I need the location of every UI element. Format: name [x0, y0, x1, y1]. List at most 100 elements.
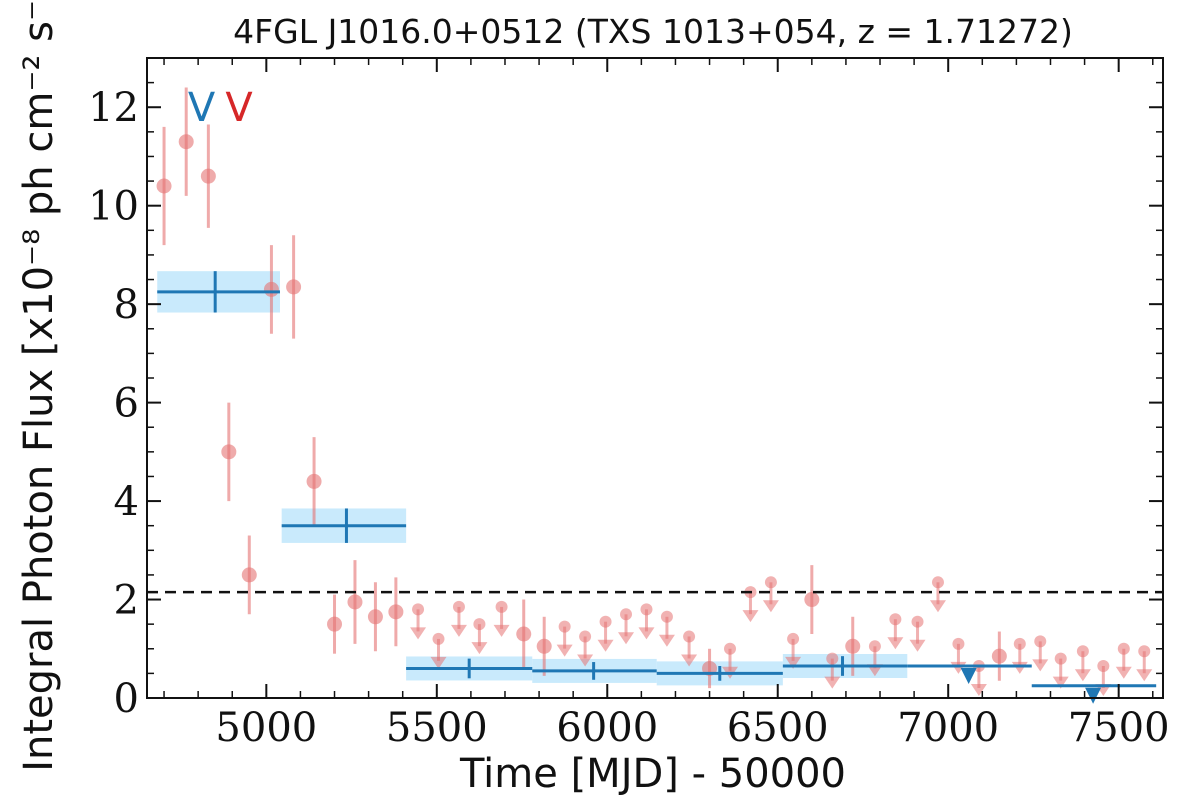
upper-limit-marker	[826, 652, 839, 665]
monthly-upper-limit	[493, 600, 510, 637]
down-arrow-icon	[1115, 666, 1132, 679]
monthly-detection-marker	[221, 444, 237, 460]
upper-limit-marker	[599, 615, 612, 628]
monthly-detection-marker	[845, 638, 861, 654]
y-axis-label: Integral Photon Flux [x10⁻⁸ ph cm⁻² s⁻¹]	[16, 0, 62, 772]
monthly-upper-limit	[1032, 635, 1049, 672]
monthly-upper-limit	[929, 576, 946, 613]
upper-limit-marker	[764, 576, 777, 589]
monthly-upper-limit	[618, 608, 635, 645]
down-arrow-icon	[785, 656, 802, 669]
x-axis-label: Time [MJD] - 50000	[459, 751, 846, 797]
monthly-upper-limit	[742, 586, 759, 623]
upper-limit-marker	[1117, 642, 1130, 655]
down-arrow-icon	[1085, 687, 1102, 704]
upper-limit-marker	[432, 632, 445, 645]
upper-limit-marker	[889, 613, 902, 626]
down-arrow-icon	[577, 654, 594, 667]
binned-detection-point	[157, 271, 280, 313]
y-tick-label: 2	[114, 578, 139, 624]
upper-limit-marker	[495, 600, 508, 613]
monthly-detection-marker	[286, 279, 302, 295]
monthly-detection-point	[263, 245, 279, 334]
monthly-upper-limit	[658, 610, 675, 647]
monthly-detection-marker	[241, 567, 257, 583]
down-arrow-icon	[430, 656, 447, 669]
down-arrow-icon	[929, 600, 946, 613]
x-tick-label: 6500	[727, 705, 829, 751]
monthly-detection-point	[286, 235, 302, 339]
monthly-upper-limit	[450, 600, 467, 637]
monthly-detection-marker	[388, 604, 404, 620]
upper-limit-marker	[640, 603, 653, 616]
y-tick-label: 8	[114, 282, 139, 328]
monthly-upper-limit	[762, 576, 779, 613]
monthly-detection-marker	[347, 594, 363, 610]
monthly-detection-point	[156, 126, 172, 246]
monthly-detection-point	[536, 616, 552, 676]
monthly-upper-limit	[909, 615, 926, 652]
upper-limit-marker	[660, 610, 673, 623]
monthly-detection-marker	[263, 281, 279, 297]
upper-limit-marker	[412, 603, 425, 616]
monthly-detection-point	[306, 437, 322, 526]
monthly-upper-limit	[410, 603, 427, 640]
upper-limit-marker	[1034, 635, 1047, 648]
y-tick-label: 12	[88, 85, 139, 131]
down-arrow-icon	[638, 627, 655, 640]
down-arrow-icon	[970, 684, 987, 696]
upper-limit-marker	[1076, 645, 1089, 658]
x-tick-label: 6000	[556, 705, 658, 751]
monthly-detection-point	[388, 577, 404, 647]
down-arrow-icon	[681, 654, 698, 667]
monthly-detection-marker	[367, 609, 383, 625]
monthly-upper-limit	[471, 618, 488, 655]
down-arrow-icon	[887, 637, 904, 650]
upper-limit-marker	[952, 637, 965, 650]
x-tick-label: 5000	[215, 705, 317, 751]
monthly-detection-marker	[536, 638, 552, 654]
monthly-detection-marker	[156, 178, 172, 194]
binned-upper-limit	[1031, 684, 1157, 704]
monthly-detection-point	[347, 560, 363, 644]
upper-limit-marker	[683, 630, 696, 643]
upper-limit-marker	[1054, 652, 1067, 665]
monthly-detection-point	[327, 594, 343, 654]
down-arrow-icon	[493, 624, 510, 637]
binned-detection-point	[656, 666, 783, 681]
monthly-upper-limit	[1074, 645, 1091, 682]
monthly-detection-marker	[516, 626, 532, 642]
monthly-detection-marker	[804, 592, 820, 608]
down-arrow-icon	[960, 668, 977, 684]
monthly-upper-limit	[638, 603, 655, 640]
monthly-detection-point	[804, 565, 820, 634]
y-tick-label: 4	[114, 479, 139, 525]
binned-detection-point	[782, 656, 908, 676]
x-tick-label: 5500	[386, 705, 488, 751]
monthly-detection-point	[991, 631, 1007, 681]
down-arrow-icon	[1011, 661, 1028, 674]
monthly-detection-marker	[306, 473, 322, 489]
down-arrow-icon	[450, 624, 467, 637]
monthly-upper-limit	[430, 632, 447, 669]
upper-limit-marker	[787, 632, 800, 645]
y-tick-label: 0	[114, 676, 139, 722]
upper-limit-marker	[452, 600, 465, 613]
binned-detection-point	[406, 658, 533, 679]
monthly-upper-limit	[597, 615, 614, 652]
down-arrow-icon	[1052, 676, 1069, 689]
binned-detection-point	[532, 662, 657, 680]
y-tick-label: 6	[114, 381, 139, 427]
down-arrow-icon	[824, 676, 841, 689]
monthly-upper-limit	[681, 630, 698, 667]
down-arrow-icon	[658, 634, 675, 647]
monthly-detection-point	[367, 582, 383, 652]
down-arrow-icon	[1074, 669, 1091, 682]
monthly-detection-point	[178, 87, 194, 196]
monthly-detection-point	[516, 599, 532, 669]
upper-limit-marker	[911, 615, 924, 628]
down-arrow-icon	[762, 600, 779, 613]
monthly-upper-limit	[577, 630, 594, 667]
monthly-upper-limit	[785, 632, 802, 669]
